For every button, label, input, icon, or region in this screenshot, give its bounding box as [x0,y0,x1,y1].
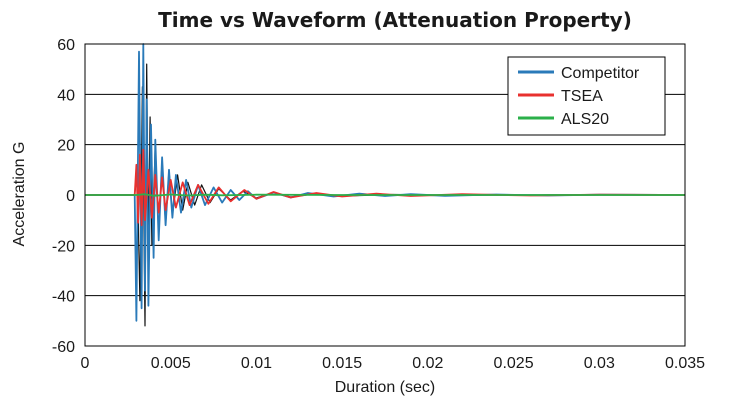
x-tick-label: 0.03 [584,355,615,372]
y-tick-label: -60 [52,339,75,356]
x-tick-label: 0.015 [322,355,362,372]
x-tick-label: 0.01 [241,355,272,372]
x-tick-label: 0.025 [494,355,534,372]
legend-label-competitor: Competitor [561,65,640,82]
y-tick-label: -20 [52,238,75,255]
x-tick-label: 0.02 [412,355,443,372]
x-axis-label: Duration (sec) [335,379,435,396]
y-tick-labels: -60 -40 -20 0 20 40 60 [52,37,75,356]
y-tick-label: -40 [52,289,75,306]
legend-label-als20: ALS20 [561,111,609,128]
chart-title: Time vs Waveform (Attenuation Property) [158,8,632,32]
x-tick-label: 0.005 [151,355,191,372]
x-tick-label: 0 [81,355,90,372]
plot-frame [84,43,686,347]
y-tick-label: 20 [57,138,75,155]
y-axis-label: Acceleration G [11,142,28,247]
series-layer [85,43,686,327]
legend: Competitor TSEA ALS20 [507,56,666,136]
y-tick-label: 0 [66,188,75,205]
legend-box [507,56,666,136]
series-line-als20 [85,193,685,197]
x-tick-labels: 0 0.005 0.01 0.015 0.02 0.025 0.03 0.035 [81,355,706,372]
x-tick-label: 0.035 [665,355,705,372]
y-tick-label: 40 [57,87,75,104]
y-tick-label: 60 [57,37,75,54]
legend-label-tsea: TSEA [561,88,603,105]
